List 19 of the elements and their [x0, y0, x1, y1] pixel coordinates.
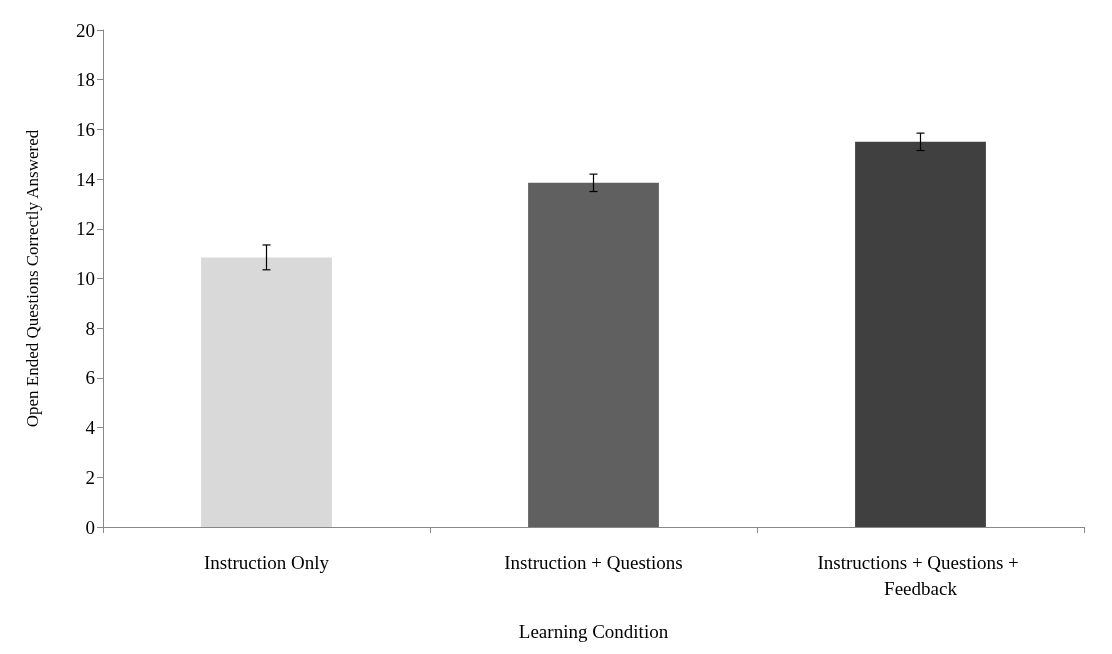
x-tick-label: Instructions + Questions + Feedback: [817, 551, 1024, 599]
y-tick-label: 4: [85, 417, 96, 439]
x-tick-label: Instruction Only: [203, 551, 330, 573]
bar: [528, 182, 659, 527]
y-tick-label: 16: [76, 118, 95, 140]
y-tick-label: 10: [76, 268, 95, 289]
y-tick-label: 8: [85, 317, 95, 339]
y-tick-label: 18: [76, 69, 95, 91]
y-tick-label: 2: [85, 466, 95, 488]
y-tick-label: 6: [85, 367, 95, 389]
bar: [855, 141, 986, 527]
x-tick-label: Instruction + Questions: [504, 551, 683, 573]
y-tick-label: 14: [76, 168, 96, 190]
bar: [201, 257, 332, 527]
y-tick-label: 0: [85, 516, 95, 538]
y-tick-label: 12: [76, 218, 95, 240]
y-axis-title: Open Ended Questions Correctly Answered: [23, 129, 42, 428]
y-tick-label: 20: [76, 19, 95, 41]
x-axis-title: Learning Condition: [518, 621, 669, 642]
